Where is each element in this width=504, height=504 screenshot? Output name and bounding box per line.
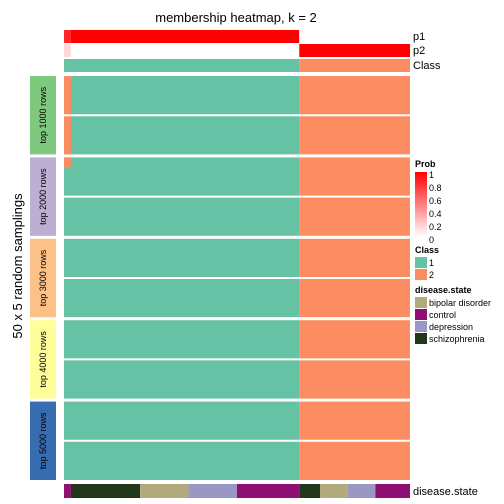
disease-state-segment-depression [347,484,376,498]
disease-state-legend: disease.state bipolar disorder control dep… [415,285,491,344]
disease-state-legend-label-control: control [429,310,456,320]
prob-legend-tick-label: 0.8 [429,183,442,193]
class-track-label: Class [413,60,441,72]
disease-state-legend-label-depression: depression [429,322,473,332]
disease-state-segment-schizophrenia [70,484,141,498]
p1-track-outlier [64,30,71,43]
disease-state-segment-control [237,484,300,498]
class-legend-label-2: 2 [429,270,434,280]
heatmap-outlier-cells [64,157,71,168]
chart-title: membership heatmap, k = 2 [155,10,317,25]
row-group-box-2 [30,157,56,236]
row-group-box-3 [30,238,56,318]
disease-state-segment-control [375,484,410,498]
row-group-labels: top 1000 rows top 2000 rows top 3000 rows t… [30,76,56,480]
row-group-label: top 2000 rows [38,168,48,225]
disease-state-segment-control [64,484,71,498]
class-legend: Class 1 2 [415,245,439,280]
prob-color-bar [415,172,427,237]
y-axis-label: 50 x 5 random samplings [10,193,25,339]
prob-legend-tick-label: 0.2 [429,222,442,232]
disease-state-segment-bipolar-disorder [140,484,189,498]
class-legend-label-1: 1 [429,258,434,268]
p2-track-cluster-2 [299,44,410,57]
disease-state-legend-label-bipolar-disorder: bipolar disorder [429,298,491,308]
prob-legend-tick-label: 0.4 [429,209,442,219]
disease-state-legend-swatch-control [415,309,427,320]
disease-state-legend-title: disease.state [415,285,472,295]
class-legend-swatch-2 [415,269,427,280]
prob-legend-tick-label: 1 [429,170,434,180]
prob-legend-tick-label: 0 [429,235,434,245]
disease-state-segment-depression [188,484,237,498]
disease-state-track-label: disease.state [413,486,478,498]
row-group-label: top 3000 rows [38,249,48,306]
prob-legend-title: Prob [415,159,436,169]
p2-track-label: p2 [413,45,425,57]
prob-legend: Prob 1 0.8 0.6 0.4 0.2 0 [415,159,442,245]
heatmap-body [64,76,410,480]
disease-state-legend-swatch-depression [415,321,427,332]
disease-state-legend-swatch-schizophrenia [415,333,427,344]
row-group-label: top 1000 rows [38,86,48,143]
row-group-box-4 [30,320,56,399]
row-group-box-5 [30,401,56,480]
p1-track-label: p1 [413,31,425,43]
class-legend-swatch-1 [415,257,427,268]
disease-state-legend-swatch-bipolar-disorder [415,297,427,308]
disease-state-legend-label-schizophrenia: schizophrenia [429,334,485,344]
row-group-box-1 [30,76,56,155]
class-legend-title: Class [415,245,439,255]
p2-track-cluster-1 [70,44,300,57]
prob-legend-tick-label: 0.6 [429,196,442,206]
bottom-annotation-track: disease.state [64,484,478,498]
prob-legend-ticks: 1 0.8 0.6 0.4 0.2 0 [429,170,442,245]
p2-track-outlier [64,44,71,57]
row-group-label: top 5000 rows [38,412,48,469]
p1-track-cluster-2 [299,30,410,43]
disease-state-segment-schizophrenia [299,484,321,498]
disease-state-segment-bipolar-disorder [320,484,348,498]
p1-track-cluster-1 [70,30,300,43]
top-annotation-tracks: p1 p2 Class [64,30,441,72]
class-track-cluster-2 [299,59,410,72]
row-group-label: top 4000 rows [38,331,48,388]
class-track-cluster-1 [64,59,300,72]
